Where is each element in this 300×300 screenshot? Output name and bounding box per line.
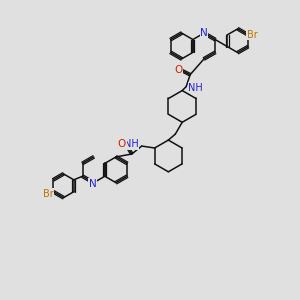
Text: NH: NH	[124, 139, 139, 149]
Text: Br: Br	[247, 30, 257, 40]
Text: O: O	[174, 65, 182, 75]
Text: NH: NH	[188, 82, 203, 93]
Text: N: N	[200, 28, 208, 38]
Text: O: O	[118, 139, 126, 149]
Text: Br: Br	[43, 189, 54, 199]
Text: N: N	[89, 179, 97, 189]
